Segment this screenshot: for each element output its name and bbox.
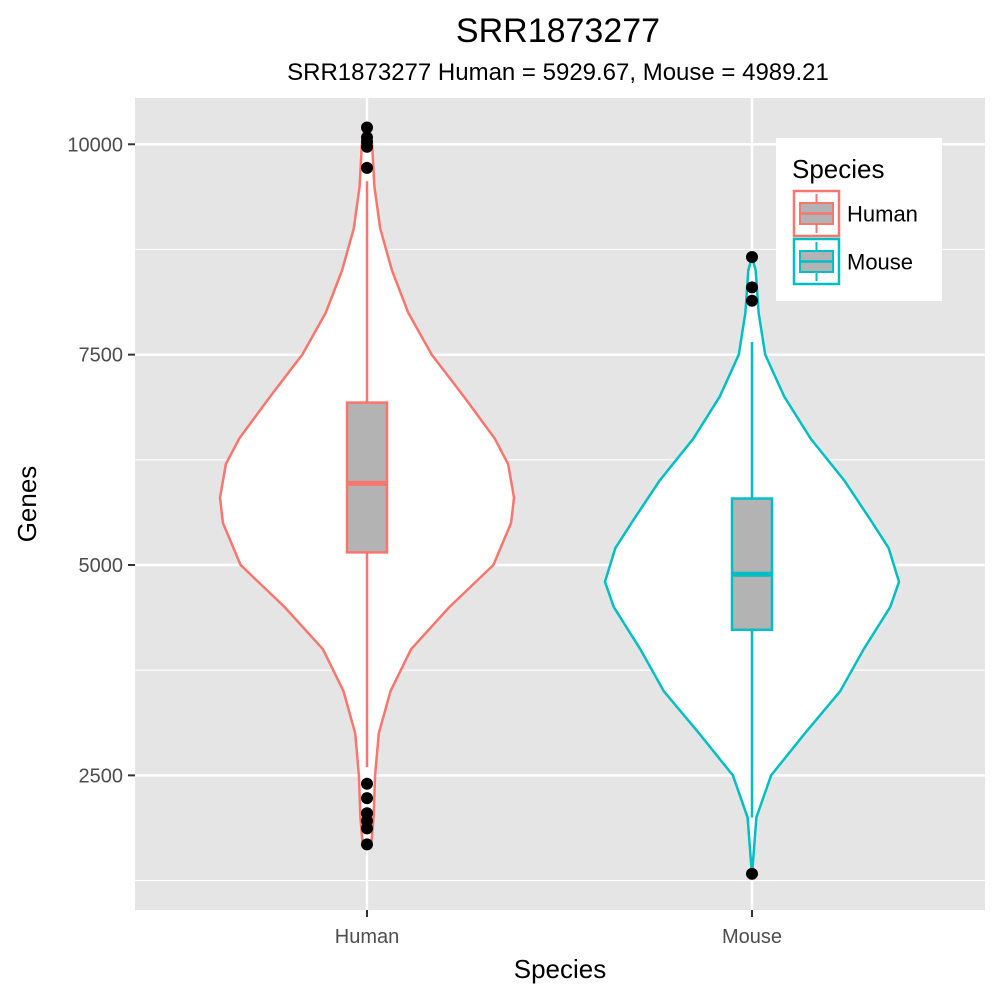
- outlier-point: [746, 251, 758, 264]
- legend: Species Human Mouse: [776, 138, 942, 301]
- outlier-point: [746, 294, 758, 307]
- legend-label-human: Human: [847, 202, 918, 227]
- outlier-point: [746, 281, 758, 294]
- legend-title: Species: [792, 154, 885, 184]
- outlier-points: [361, 121, 758, 880]
- outlier-point: [361, 792, 373, 805]
- boxplots: [345, 181, 774, 818]
- outlier-point: [361, 838, 373, 851]
- y-tick-label: 10000: [67, 134, 123, 156]
- y-tick-label: 7500: [79, 345, 124, 367]
- outlier-point: [361, 161, 373, 174]
- y-tick-label: 5000: [79, 555, 124, 577]
- outlier-point: [361, 140, 373, 153]
- outlier-point: [361, 777, 373, 790]
- x-tick-label: Human: [335, 926, 399, 948]
- outlier-point: [361, 121, 373, 134]
- legend-items: Human Mouse: [792, 189, 918, 286]
- x-axis-title: Species: [514, 954, 607, 984]
- outlier-point: [361, 822, 373, 835]
- chart-title: SRR1873277: [456, 12, 660, 50]
- x-tick-label: Mouse: [722, 926, 782, 948]
- legend-label-mouse: Mouse: [847, 250, 913, 275]
- y-axis: 2500 5000 7500 10000: [67, 134, 135, 787]
- y-tick-label: 2500: [79, 765, 124, 787]
- x-axis: Human Mouse: [335, 910, 782, 948]
- box-mouse: [730, 497, 774, 632]
- chart-subtitle: SRR1873277 Human = 5929.67, Mouse = 4989…: [287, 59, 829, 86]
- outlier-point: [746, 867, 758, 880]
- box-human: [345, 401, 389, 554]
- y-axis-title: Genes: [12, 466, 42, 543]
